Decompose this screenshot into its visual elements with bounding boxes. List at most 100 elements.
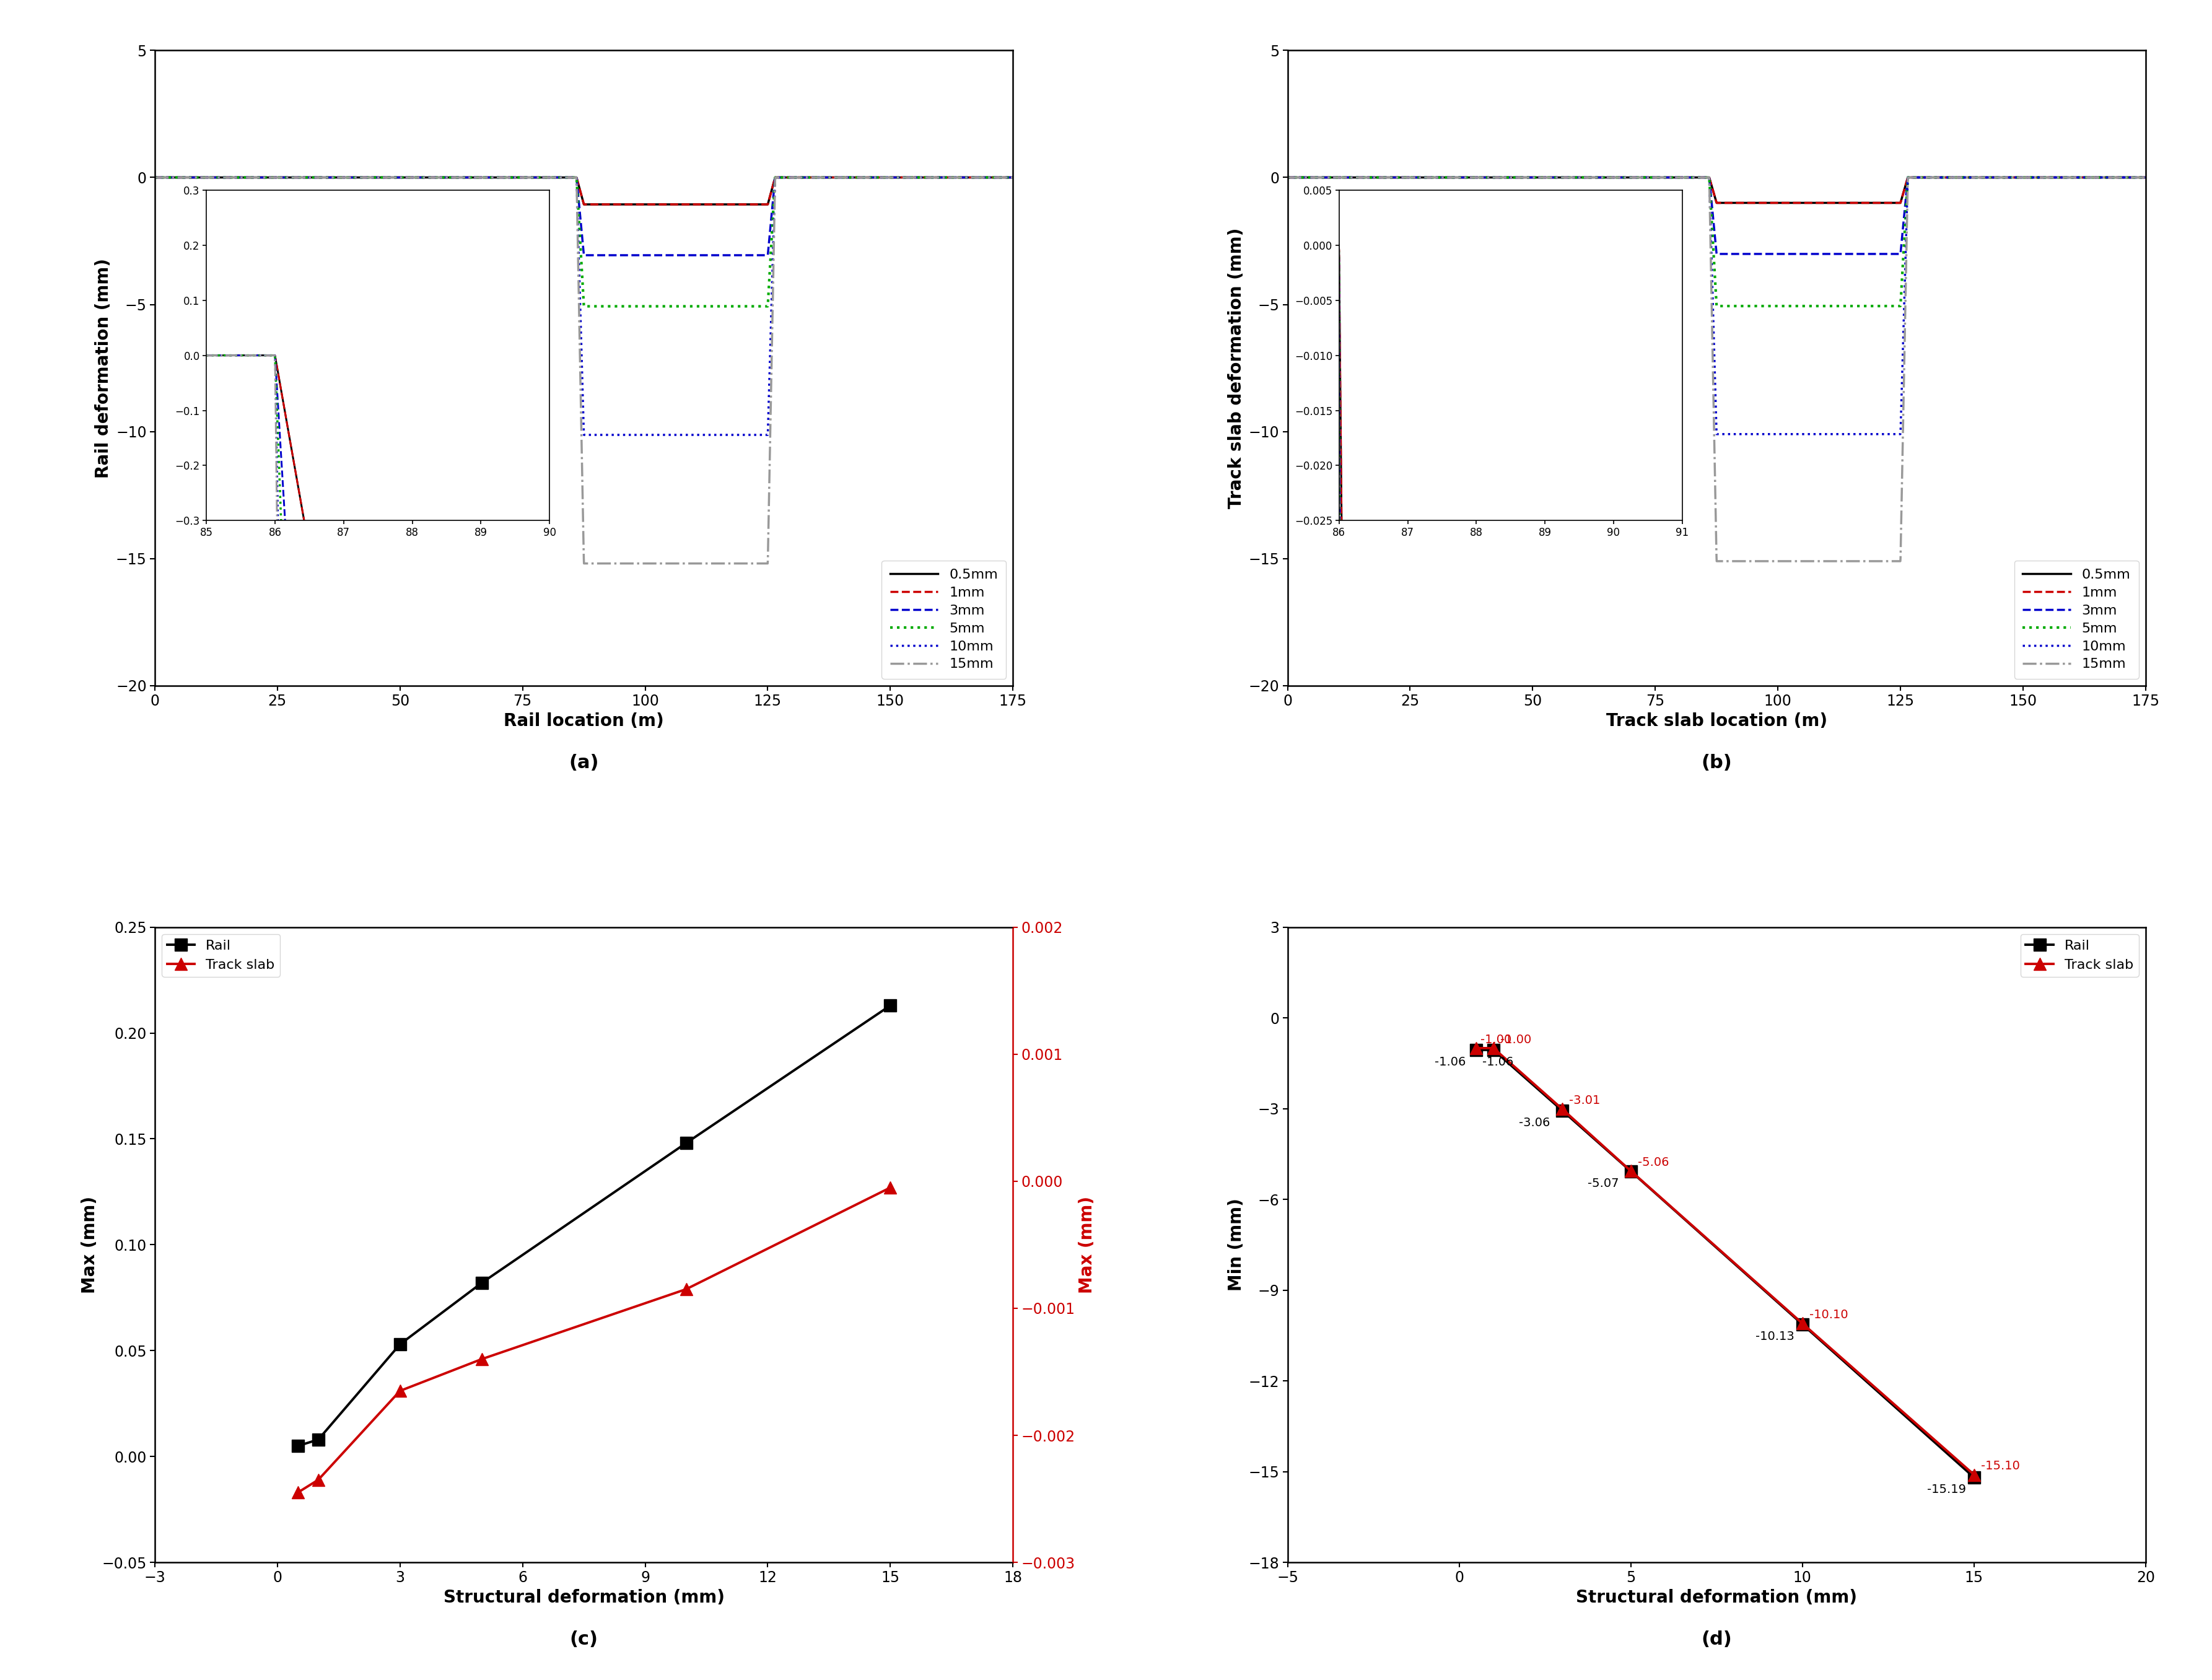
1mm bbox=[1916, 168, 1942, 188]
15mm bbox=[142, 168, 168, 188]
15mm bbox=[1980, 168, 2006, 188]
X-axis label: Track slab location (m): Track slab location (m) bbox=[1606, 712, 1827, 729]
15mm bbox=[847, 168, 874, 188]
10mm bbox=[783, 168, 810, 188]
Text: (a): (a) bbox=[568, 754, 599, 773]
Text: -10.10: -10.10 bbox=[1809, 1309, 1847, 1320]
0.5mm bbox=[1000, 168, 1026, 188]
Y-axis label: Rail deformation (mm): Rail deformation (mm) bbox=[95, 259, 113, 479]
3mm bbox=[1000, 168, 1026, 188]
3mm bbox=[1601, 168, 1628, 188]
1mm bbox=[1980, 168, 2006, 188]
Track slab bbox=[305, 1470, 332, 1490]
10mm bbox=[1000, 168, 1026, 188]
Legend: Rail, Track slab: Rail, Track slab bbox=[161, 934, 281, 976]
Rail bbox=[878, 995, 905, 1015]
Rail bbox=[1462, 1040, 1489, 1060]
15mm bbox=[783, 168, 810, 188]
3mm bbox=[2132, 168, 2159, 188]
1mm bbox=[1274, 168, 1301, 188]
10mm bbox=[847, 168, 874, 188]
Text: -3.06: -3.06 bbox=[1520, 1117, 1551, 1129]
Text: (d): (d) bbox=[1701, 1631, 1732, 1648]
3mm bbox=[1916, 168, 1942, 188]
Track slab bbox=[1462, 1038, 1489, 1058]
Y-axis label: Min (mm): Min (mm) bbox=[1228, 1198, 1245, 1292]
0.5mm bbox=[699, 195, 726, 215]
10mm bbox=[1980, 168, 2006, 188]
3mm bbox=[1980, 168, 2006, 188]
5mm bbox=[296, 168, 323, 188]
Rail bbox=[1790, 1314, 1816, 1334]
Rail bbox=[1960, 1467, 1986, 1487]
5mm bbox=[1601, 168, 1628, 188]
15mm bbox=[1274, 168, 1301, 188]
Track slab bbox=[387, 1381, 414, 1401]
Line: 15mm: 15mm bbox=[1287, 178, 2146, 561]
15mm bbox=[1000, 168, 1026, 188]
1mm bbox=[1601, 168, 1628, 188]
10mm bbox=[1601, 168, 1628, 188]
10mm bbox=[1790, 423, 1816, 444]
Rail bbox=[672, 1132, 699, 1152]
5mm bbox=[1790, 296, 1816, 316]
Line: 3mm: 3mm bbox=[155, 178, 1013, 255]
10mm bbox=[296, 168, 323, 188]
Line: Rail: Rail bbox=[292, 1000, 896, 1452]
5mm bbox=[1980, 168, 2006, 188]
Legend: 0.5mm, 1mm, 3mm, 5mm, 10mm, 15mm: 0.5mm, 1mm, 3mm, 5mm, 10mm, 15mm bbox=[2015, 561, 2139, 679]
Track slab bbox=[1548, 1099, 1575, 1119]
0.5mm bbox=[1832, 193, 1858, 213]
3mm bbox=[296, 168, 323, 188]
Text: -1.06: -1.06 bbox=[1436, 1057, 1467, 1068]
1mm bbox=[142, 168, 168, 188]
Rail bbox=[285, 1436, 312, 1457]
Text: -5.07: -5.07 bbox=[1588, 1178, 1619, 1189]
Text: -10.13: -10.13 bbox=[1756, 1331, 1794, 1342]
Legend: 0.5mm, 1mm, 3mm, 5mm, 10mm, 15mm: 0.5mm, 1mm, 3mm, 5mm, 10mm, 15mm bbox=[883, 561, 1006, 679]
Rail bbox=[469, 1273, 495, 1294]
1mm bbox=[1790, 193, 1816, 213]
X-axis label: Structural deformation (mm): Structural deformation (mm) bbox=[442, 1589, 726, 1606]
3mm bbox=[1274, 168, 1301, 188]
15mm bbox=[1790, 551, 1816, 571]
10mm bbox=[1832, 423, 1858, 444]
0.5mm bbox=[1790, 193, 1816, 213]
X-axis label: Structural deformation (mm): Structural deformation (mm) bbox=[1575, 1589, 1858, 1606]
Track slab bbox=[672, 1278, 699, 1299]
15mm bbox=[1916, 168, 1942, 188]
Text: -3.01: -3.01 bbox=[1568, 1094, 1599, 1105]
15mm bbox=[699, 553, 726, 573]
1mm bbox=[657, 195, 684, 215]
5mm bbox=[2132, 168, 2159, 188]
Text: -15.19: -15.19 bbox=[1927, 1483, 1966, 1495]
0.5mm bbox=[2132, 168, 2159, 188]
Line: Rail: Rail bbox=[1471, 1043, 1980, 1483]
Y-axis label: Max (mm): Max (mm) bbox=[1079, 1196, 1095, 1294]
Line: 3mm: 3mm bbox=[1287, 178, 2146, 254]
0.5mm bbox=[142, 168, 168, 188]
0.5mm bbox=[1274, 168, 1301, 188]
10mm bbox=[1916, 168, 1942, 188]
5mm bbox=[847, 168, 874, 188]
15mm bbox=[571, 553, 597, 573]
Line: 0.5mm: 0.5mm bbox=[155, 178, 1013, 205]
15mm bbox=[469, 168, 495, 188]
Track slab bbox=[878, 1178, 905, 1198]
1mm bbox=[2132, 168, 2159, 188]
Line: 0.5mm: 0.5mm bbox=[1287, 178, 2146, 203]
Line: 10mm: 10mm bbox=[1287, 178, 2146, 433]
1mm bbox=[1431, 168, 1458, 188]
0.5mm bbox=[1703, 193, 1730, 213]
5mm bbox=[699, 296, 726, 316]
Y-axis label: Max (mm): Max (mm) bbox=[82, 1196, 97, 1294]
3mm bbox=[847, 168, 874, 188]
15mm bbox=[296, 168, 323, 188]
5mm bbox=[657, 296, 684, 316]
Line: 10mm: 10mm bbox=[155, 178, 1013, 435]
3mm bbox=[1832, 244, 1858, 264]
1mm bbox=[1832, 193, 1858, 213]
Text: (c): (c) bbox=[571, 1631, 597, 1648]
Line: Track slab: Track slab bbox=[1471, 1042, 1980, 1480]
5mm bbox=[1431, 168, 1458, 188]
